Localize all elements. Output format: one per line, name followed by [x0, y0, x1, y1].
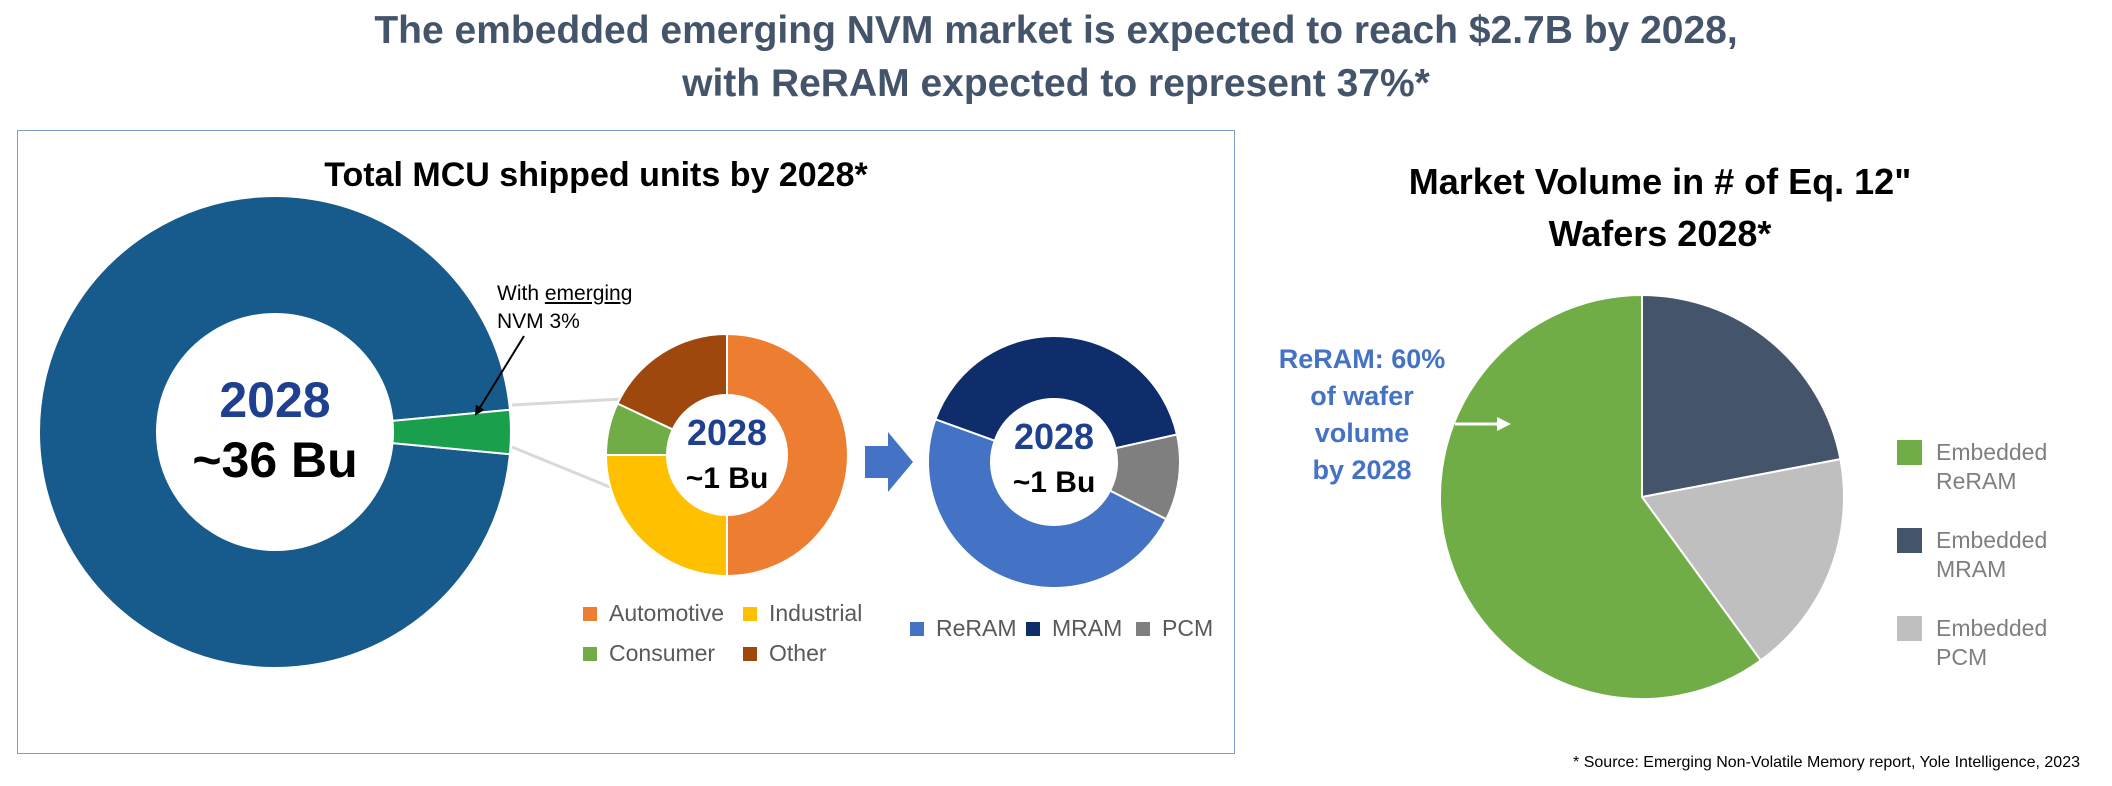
- wafer-chart-title: Market Volume in # of Eq. 12" Wafers 202…: [1350, 156, 1970, 260]
- connector-line-bottom: [511, 445, 623, 494]
- legend-label-automotive: Automotive: [609, 600, 725, 626]
- nvm-share-annotation: With emerging NVM 3%: [497, 280, 632, 336]
- legend-swatch-embedded-mram: [1897, 528, 1922, 553]
- mcu-chart-title: Total MCU shipped units by 2028*: [324, 156, 868, 194]
- nvm-annotation-arrow: [474, 335, 525, 416]
- nvm-annotation-prefix: With: [497, 282, 545, 305]
- legend-embedded-pcm: Embedded PCM: [1897, 614, 2096, 672]
- nvm-slice-mram: [934, 335, 1179, 450]
- reram-note-line-3: volume: [1314, 418, 1410, 448]
- pie-slice-reram: [1438, 293, 1763, 700]
- legend-label-embedded-mram: Embedded MRAM: [1936, 527, 2048, 582]
- wafer-title-line-1: Market Volume in # of Eq. 12": [1408, 161, 1912, 202]
- reram-note-line-1: ReRAM: 60%: [1278, 344, 1446, 374]
- reram-share-note: ReRAM: 60% of wafer volume by 2028: [1272, 341, 1452, 489]
- segment-center-value: ~1 Bu: [685, 462, 769, 495]
- legend-label-industrial: Industrial: [769, 600, 863, 626]
- legend-label-mram: MRAM: [1052, 615, 1123, 641]
- connector-lines: [511, 397, 623, 494]
- headline-line-1: The embedded emerging NVM market is expe…: [374, 9, 1738, 52]
- legend-swatch-industrial: [743, 606, 757, 621]
- nvm-slice-pcm: [1108, 433, 1181, 521]
- pie-slice-mram: [1641, 293, 1842, 499]
- mcu-slice-without-nvm: [38, 195, 512, 669]
- mcu-panel: [17, 130, 1235, 754]
- legend-mram: MRAM: [1026, 615, 1122, 642]
- legend-label-pcm: PCM: [1162, 615, 1214, 641]
- wafer-pie: [1438, 293, 1845, 700]
- nvm-annotation-line2: NVM 3%: [497, 310, 580, 333]
- legend-other: Other: [743, 640, 827, 667]
- legend-automotive: Automotive: [583, 600, 724, 627]
- source-footnote: * Source: Emerging Non-Volatile Memory r…: [1573, 754, 2080, 771]
- legend-consumer: Consumer: [583, 640, 715, 667]
- nvm-center-year: 2028: [1013, 416, 1095, 457]
- legend-label-reram: ReRAM: [936, 615, 1017, 641]
- legend-label-other: Other: [769, 640, 827, 666]
- pie-slice-pcm: [1640, 457, 1845, 662]
- legend-swatch-automotive: [583, 606, 597, 621]
- segment-slice-industrial: [604, 454, 728, 578]
- segment-slice-automotive: [726, 332, 849, 578]
- segment-slice-other: [616, 332, 728, 431]
- mcu-donut: [38, 195, 513, 669]
- legend-label-consumer: Consumer: [609, 640, 716, 666]
- legend-swatch-embedded-pcm: [1897, 616, 1922, 641]
- decorations: [474, 335, 1511, 492]
- headline-line-2: with ReRAM expected to represent 37%*: [682, 62, 1430, 105]
- flow-arrow-icon: [865, 432, 913, 492]
- mcu-slice-with-nvm: [391, 408, 513, 456]
- legend-label-embedded-reram: Embedded ReRAM: [1936, 439, 2048, 494]
- nvm-annotation-underlined: emerging: [544, 282, 633, 305]
- legend-pcm: PCM: [1136, 615, 1213, 642]
- legend-embedded-reram: Embedded ReRAM: [1897, 438, 2096, 496]
- connector-line-top: [511, 397, 623, 407]
- reram-note-line-2: of wafer: [1310, 381, 1414, 411]
- legend-industrial: Industrial: [743, 600, 862, 627]
- legend-embedded-mram: Embedded MRAM: [1897, 526, 2096, 584]
- headline: The embedded emerging NVM market is expe…: [0, 4, 2112, 110]
- legend-swatch-consumer: [583, 646, 597, 661]
- nvm-slice-reram: [927, 418, 1168, 590]
- wafer-title-line-2: Wafers 2028*: [1548, 213, 1772, 254]
- legend-swatch-embedded-reram: [1897, 440, 1922, 465]
- nvm-donut: [927, 335, 1181, 590]
- mcu-center-value: ~36 Bu: [192, 432, 358, 488]
- segment-center-year: 2028: [686, 412, 768, 453]
- legend-swatch-reram: [910, 621, 924, 636]
- legend-reram: ReRAM: [910, 615, 1017, 642]
- legend-swatch-other: [743, 646, 757, 661]
- legend-swatch-pcm: [1136, 621, 1150, 636]
- mcu-center-year: 2028: [219, 372, 331, 428]
- legend-swatch-mram: [1026, 621, 1040, 636]
- legend-label-embedded-pcm: Embedded PCM: [1936, 615, 2048, 670]
- segment-donut: [604, 332, 849, 578]
- nvm-center-value: ~1 Bu: [1012, 466, 1096, 499]
- reram-note-line-4: by 2028: [1312, 455, 1412, 485]
